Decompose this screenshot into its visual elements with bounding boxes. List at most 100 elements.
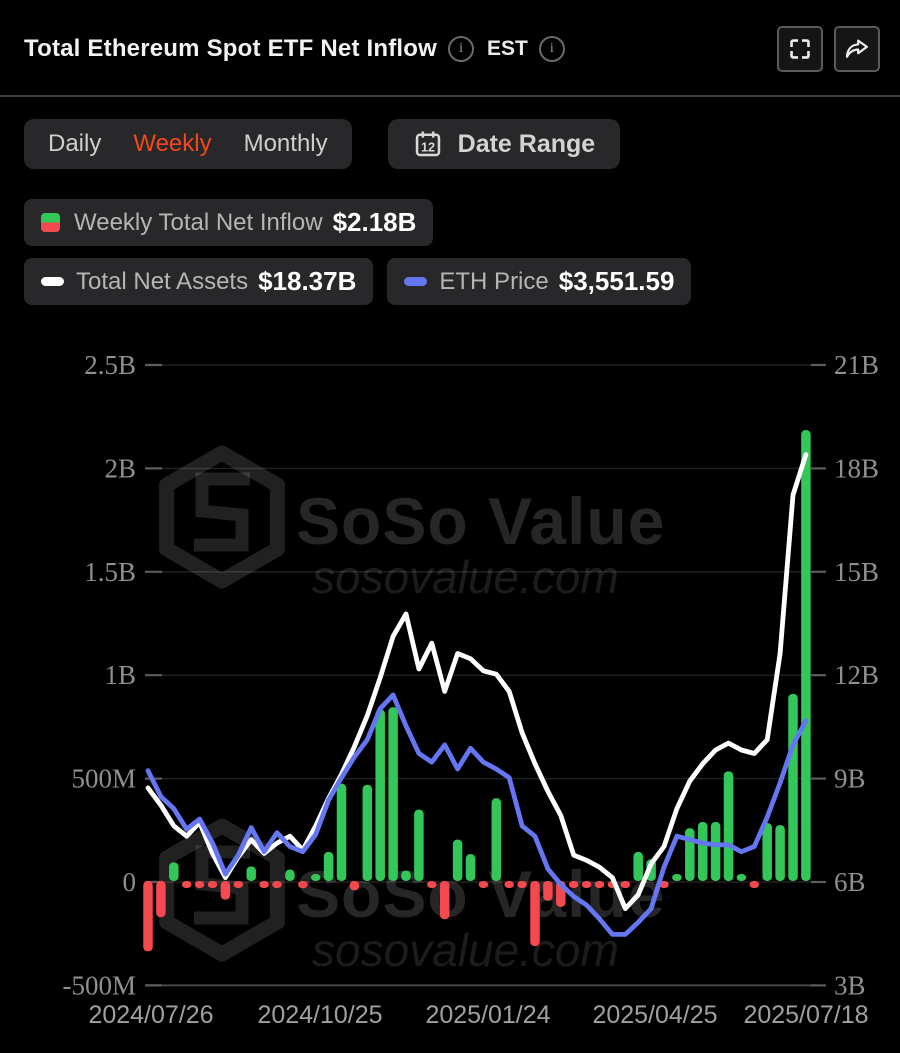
inflow-bar-positive xyxy=(375,709,385,881)
header-divider xyxy=(0,95,900,97)
tab-weekly[interactable]: Weekly xyxy=(133,130,212,157)
left-axis-label: 2.5B xyxy=(84,350,136,380)
share-icon xyxy=(845,39,869,58)
inflow-bar-negative xyxy=(594,881,605,888)
timezone-label: EST xyxy=(487,37,528,60)
inflow-bar-positive xyxy=(285,869,295,881)
inflow-bar-negative xyxy=(233,881,244,888)
eth-price-line xyxy=(145,692,809,937)
net-assets-swatch-icon xyxy=(41,277,64,286)
inflow-bar-negative xyxy=(543,881,553,901)
inflow-bar-negative xyxy=(478,881,489,888)
x-axis-label: 2024/07/26 xyxy=(88,1001,213,1029)
legend-net-assets[interactable]: Total Net Assets $18.37B xyxy=(24,258,374,305)
inflow-bar-positive xyxy=(452,839,463,881)
legend-row-2: Total Net Assets $18.37B ETH Price $3,55… xyxy=(24,258,900,305)
interval-tabs: Daily Weekly Monthly xyxy=(24,119,352,169)
watermark-domain: sosovalue.com xyxy=(312,924,619,976)
inflow-bar-positive xyxy=(246,866,256,881)
left-axis-label: -500M xyxy=(63,970,137,1000)
inflow-bar-negative xyxy=(194,881,205,888)
right-axis-label: 6B xyxy=(834,867,866,897)
title-info-icon[interactable]: i xyxy=(448,36,475,62)
inflow-bar-negative xyxy=(517,881,527,888)
inflow-bar-positive xyxy=(414,809,424,881)
chart-controls: Daily Weekly Monthly 12 Date Range xyxy=(24,119,876,169)
fullscreen-button[interactable] xyxy=(777,26,823,72)
x-axis-label: 2024/10/25 xyxy=(257,1001,382,1029)
inflow-bar-positive xyxy=(697,822,708,881)
inflow-bar-negative xyxy=(259,881,269,888)
inflow-bar-positive xyxy=(323,852,334,881)
inflow-bar-negative xyxy=(298,881,308,889)
inflow-bar-negative xyxy=(427,881,437,888)
inflow-swatch-icon xyxy=(41,213,60,232)
watermark-domain: sosovalue.com xyxy=(312,551,619,603)
inflow-bar-positive xyxy=(310,874,321,881)
chart-area: 2.5B 21B 2B 18B 1.5B 15B 1B 12B 500M 9B 0 6B -500M 3B… xyxy=(0,327,900,1050)
date-range-button[interactable]: 12 Date Range xyxy=(387,119,621,169)
legend-eth-label: ETH Price xyxy=(439,267,549,295)
legend-assets-value: $18.37B xyxy=(258,266,357,296)
tab-daily[interactable]: Daily xyxy=(48,130,102,157)
right-axis-label: 21B xyxy=(834,350,879,380)
inflow-bar-positive xyxy=(710,822,721,881)
right-axis-label: 3B xyxy=(834,970,866,1000)
inflow-bar-positive xyxy=(672,874,682,881)
x-axis-label: 2025/04/25 xyxy=(592,1001,717,1029)
left-axis-label: 2B xyxy=(104,453,136,483)
right-axis-label: 18B xyxy=(834,453,879,483)
legend-eth-price[interactable]: ETH Price $3,551.59 xyxy=(387,258,692,305)
inflow-bar-negative xyxy=(272,881,282,888)
inflow-bar-positive xyxy=(465,854,476,881)
legend-inflow[interactable]: Weekly Total Net Inflow $2.18B xyxy=(24,199,434,246)
inflow-bar-negative xyxy=(530,881,540,947)
legend-assets-label: Total Net Assets xyxy=(76,267,249,295)
watermark-brand: SoSo Value xyxy=(296,484,665,558)
inflow-bar-negative xyxy=(439,881,450,920)
inflow-bar-positive xyxy=(801,430,811,881)
inflow-bar-positive xyxy=(762,823,772,881)
legend-eth-value: $3,551.59 xyxy=(558,266,675,296)
inflow-bar-positive xyxy=(775,825,785,881)
right-axis-label: 12B xyxy=(834,660,879,690)
inflow-bar-negative xyxy=(504,881,514,888)
inflow-bar-negative xyxy=(568,881,579,888)
inflow-bar-negative xyxy=(207,881,218,888)
inflow-bar-positive xyxy=(633,852,643,881)
x-axis-label: 2025/07/18 xyxy=(743,1001,868,1029)
inflow-bar-positive xyxy=(401,870,411,881)
right-axis-label: 9B xyxy=(834,764,866,794)
fullscreen-icon xyxy=(790,39,810,59)
left-axis-label: 500M xyxy=(71,764,136,794)
inflow-bar-negative xyxy=(581,881,592,888)
inflow-bar-negative xyxy=(156,881,166,918)
watermark-brand: SoSo Value xyxy=(296,857,665,931)
inflow-bar-positive xyxy=(685,828,695,881)
inflow-bar-negative xyxy=(181,881,192,888)
inflow-bar-positive xyxy=(362,784,373,881)
widget-header: Total Ethereum Spot ETF Net Inflow i EST… xyxy=(0,0,900,72)
inflow-bar-negative xyxy=(220,881,231,900)
inflow-bar-positive xyxy=(169,862,179,881)
left-axis-label: 1B xyxy=(104,660,136,690)
watermark-cube-icon xyxy=(159,445,285,589)
inflow-bar-negative xyxy=(143,881,153,952)
net-assets-line xyxy=(145,452,809,911)
watermark-s-glyph xyxy=(194,472,250,552)
date-range-label: Date Range xyxy=(457,129,596,158)
timezone-info-icon[interactable]: i xyxy=(538,36,565,62)
inflow-bar-positive xyxy=(336,783,347,881)
inflow-bar-negative xyxy=(349,881,360,891)
inflow-chart[interactable]: 2.5B 21B 2B 18B 1.5B 15B 1B 12B 500M 9B 0 6B -500M 3B… xyxy=(0,327,900,1050)
page-title: Total Ethereum Spot ETF Net Inflow xyxy=(24,35,438,62)
inflow-bar-positive xyxy=(736,874,747,881)
legend-inflow-value: $2.18B xyxy=(332,207,417,237)
share-button[interactable] xyxy=(834,26,880,72)
tab-monthly[interactable]: Monthly xyxy=(243,130,328,157)
inflow-bar-negative xyxy=(620,881,631,888)
legend-inflow-label: Weekly Total Net Inflow xyxy=(74,208,323,236)
left-axis-label: 1.5B xyxy=(84,557,136,587)
calendar-icon: 12 xyxy=(415,131,440,157)
